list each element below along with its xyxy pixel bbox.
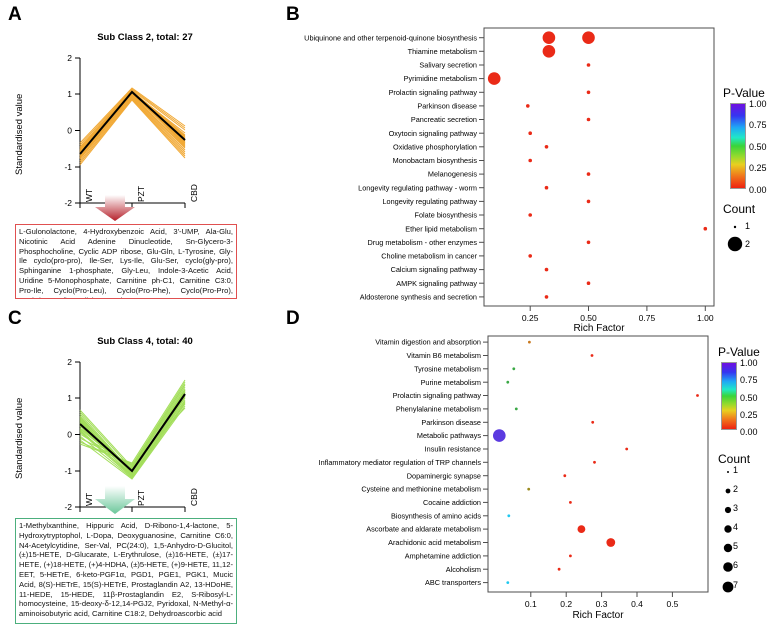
svg-text:Arachidonic acid metabolism: Arachidonic acid metabolism [388, 538, 481, 547]
svg-text:0: 0 [67, 126, 72, 136]
svg-text:Aldosterone synthesis and secr: Aldosterone synthesis and secretion [360, 293, 477, 302]
svg-text:Longevity regulating pathway: Longevity regulating pathway [382, 197, 477, 206]
svg-text:0.2: 0.2 [560, 599, 572, 609]
svg-text:Prolactin signaling pathway: Prolactin signaling pathway [393, 391, 482, 400]
svg-text:2: 2 [67, 53, 72, 63]
svg-text:0.25: 0.25 [522, 313, 539, 323]
svg-text:ABC transporters: ABC transporters [425, 578, 481, 587]
svg-text:-2: -2 [64, 198, 72, 208]
svg-text:Dopaminergic synapse: Dopaminergic synapse [407, 471, 481, 480]
svg-text:0.75: 0.75 [639, 313, 656, 323]
svg-text:Phenylalanine metabolism: Phenylalanine metabolism [396, 405, 481, 414]
svg-text:1: 1 [67, 393, 72, 403]
svg-text:Monobactam biosynthesis: Monobactam biosynthesis [393, 156, 478, 165]
svg-text:1.00: 1.00 [697, 313, 714, 323]
svg-text:Melanogenesis: Melanogenesis [428, 170, 477, 179]
svg-text:Pyrimidine metabolism: Pyrimidine metabolism [404, 74, 477, 83]
svg-text:Purine metabolism: Purine metabolism [421, 378, 481, 387]
svg-text:Insulin resistance: Insulin resistance [425, 445, 481, 454]
svg-text:0.50: 0.50 [580, 313, 597, 323]
svg-text:Cysteine and methionine metabo: Cysteine and methionine metabolism [361, 485, 481, 494]
svg-text:1: 1 [67, 89, 72, 99]
svg-text:Oxidative phosphorylation: Oxidative phosphorylation [393, 142, 477, 151]
svg-text:0: 0 [67, 430, 72, 440]
svg-text:Drug metabolism - other enzyme: Drug metabolism - other enzymes [368, 238, 478, 247]
svg-text:0.4: 0.4 [631, 599, 643, 609]
svg-text:Calcium signaling pathway: Calcium signaling pathway [391, 265, 478, 274]
svg-text:Pancreatic secretion: Pancreatic secretion [411, 115, 477, 124]
svg-text:AMPK signaling pathway: AMPK signaling pathway [396, 279, 477, 288]
svg-text:0.1: 0.1 [525, 599, 537, 609]
svg-text:-2: -2 [64, 502, 72, 512]
svg-text:0.3: 0.3 [596, 599, 608, 609]
svg-text:Ether lipid metabolism: Ether lipid metabolism [405, 224, 477, 233]
svg-text:Rich Factor: Rich Factor [573, 323, 625, 334]
svg-text:Ascorbate and aldarate metabol: Ascorbate and aldarate metabolism [366, 525, 481, 534]
svg-text:Parkinson disease: Parkinson disease [417, 102, 477, 111]
svg-text:Ubiquinone and other terpenoid: Ubiquinone and other terpenoid-quinone b… [304, 33, 477, 42]
svg-text:Inflammatory mediator regulati: Inflammatory mediator regulation of TRP … [319, 458, 482, 467]
svg-text:Metabolic pathways: Metabolic pathways [417, 431, 481, 440]
svg-text:Biosynthesis of amino acids: Biosynthesis of amino acids [391, 511, 481, 520]
svg-text:2: 2 [67, 357, 72, 367]
svg-text:Tyrosine metabolism: Tyrosine metabolism [414, 364, 481, 373]
svg-text:-1: -1 [64, 466, 72, 476]
svg-text:Amphetamine addiction: Amphetamine addiction [405, 552, 481, 561]
svg-text:Rich Factor: Rich Factor [572, 610, 624, 621]
svg-text:Vitamin digestion and absorpti: Vitamin digestion and absorption [375, 338, 481, 347]
svg-text:Salivary secretion: Salivary secretion [419, 61, 477, 70]
svg-text:Alcoholism: Alcoholism [446, 565, 481, 574]
svg-text:0.5: 0.5 [666, 599, 678, 609]
svg-text:Cocaine addiction: Cocaine addiction [423, 498, 481, 507]
svg-text:Thiamine metabolism: Thiamine metabolism [408, 47, 477, 56]
svg-text:Parkinson disease: Parkinson disease [421, 418, 481, 427]
svg-text:Prolactin signaling pathway: Prolactin signaling pathway [389, 88, 478, 97]
svg-text:Choline metabolism in cancer: Choline metabolism in cancer [381, 252, 477, 261]
svg-text:Longevity regulating pathway -: Longevity regulating pathway - worm [358, 183, 477, 192]
svg-text:-1: -1 [64, 162, 72, 172]
svg-text:Vitamin B6 metabolism: Vitamin B6 metabolism [407, 351, 482, 360]
svg-text:Folate biosynthesis: Folate biosynthesis [415, 211, 478, 220]
svg-text:Oxytocin signaling pathway: Oxytocin signaling pathway [389, 129, 478, 138]
